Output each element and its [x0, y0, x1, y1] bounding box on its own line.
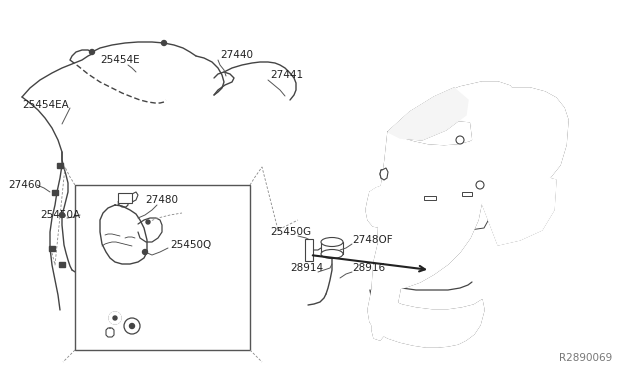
Circle shape	[476, 181, 484, 189]
Ellipse shape	[321, 250, 343, 259]
Text: 28916: 28916	[352, 263, 385, 273]
Text: 25450A: 25450A	[40, 210, 80, 220]
Bar	[52, 189, 58, 195]
Text: 2748OF: 2748OF	[352, 235, 392, 245]
Bar	[462, 192, 472, 196]
Bar	[59, 262, 65, 267]
Ellipse shape	[321, 237, 343, 247]
Bar	[49, 246, 55, 250]
Bar	[75, 185, 250, 350]
Text: 25454EA: 25454EA	[22, 100, 68, 110]
Polygon shape	[378, 130, 482, 290]
Polygon shape	[480, 178, 556, 245]
Text: 27441: 27441	[270, 70, 303, 80]
Text: 28914: 28914	[290, 263, 323, 273]
Text: 25454E: 25454E	[100, 55, 140, 65]
Bar	[57, 163, 63, 167]
Bar	[118, 193, 132, 203]
Bar	[424, 196, 436, 200]
Circle shape	[90, 49, 95, 55]
Circle shape	[129, 324, 134, 328]
Polygon shape	[380, 168, 388, 180]
Polygon shape	[388, 82, 516, 132]
Polygon shape	[372, 245, 400, 340]
Polygon shape	[372, 168, 475, 200]
Polygon shape	[468, 88, 568, 200]
Text: R2890069: R2890069	[559, 353, 612, 363]
Circle shape	[113, 316, 117, 320]
Text: 25450Q: 25450Q	[170, 240, 211, 250]
Bar	[305, 239, 313, 261]
Circle shape	[109, 312, 121, 324]
Polygon shape	[370, 186, 385, 198]
Polygon shape	[366, 187, 416, 228]
Circle shape	[60, 212, 65, 218]
Polygon shape	[368, 290, 484, 347]
Circle shape	[124, 318, 140, 334]
Circle shape	[146, 220, 150, 224]
Text: 27440: 27440	[220, 50, 253, 60]
Circle shape	[456, 136, 464, 144]
Text: 27460: 27460	[8, 180, 41, 190]
Polygon shape	[388, 88, 468, 140]
Circle shape	[161, 41, 166, 45]
Circle shape	[109, 312, 121, 324]
Text: 25450G: 25450G	[270, 227, 311, 237]
Text: 27480: 27480	[145, 195, 178, 205]
Circle shape	[143, 250, 147, 254]
